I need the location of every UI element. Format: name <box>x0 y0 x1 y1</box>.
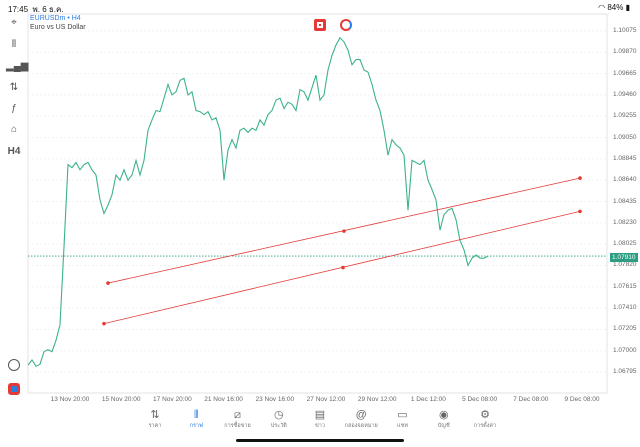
symbol-description: Euro vs US Dollar <box>30 24 86 31</box>
news-icon: ▤ <box>314 409 326 421</box>
crosshair-icon[interactable]: ⌖ <box>11 17 17 28</box>
indicators-icon[interactable]: ▂▄▆ <box>6 61 29 72</box>
y-tick-label: 1.08845 <box>613 154 637 162</box>
left-toolbar: ⌖ ⫴ ▂▄▆ ⇅ ƒ ⌂ H4 <box>0 14 28 394</box>
y-tick-label: 1.08640 <box>613 176 637 184</box>
chat-icon: ▭ <box>397 409 408 421</box>
nav-label: การตั้งค่า <box>473 423 497 429</box>
x-tick-label: 17 Nov 20:00 <box>153 396 192 403</box>
settings-icon: ⚙ <box>480 409 490 421</box>
nav-item-mailbox[interactable]: @ กล่องจดหมาย <box>341 408 381 430</box>
nav-item-trade[interactable]: ⧄ การซื้อขาย <box>218 408 258 430</box>
x-tick-label: 1 Dec 12:00 <box>410 396 446 403</box>
history-icon: ◷ <box>273 409 284 421</box>
price-line <box>27 36 489 368</box>
nav-item-chart[interactable]: ⫴ กราฟ <box>176 408 216 430</box>
nav-label: ข่าว <box>315 423 325 429</box>
nav-label: บัญชี <box>437 423 450 429</box>
trendline-anchor[interactable] <box>341 265 345 270</box>
trade-icon: ⧄ <box>234 409 241 421</box>
trade-panel-icon[interactable] <box>314 19 326 31</box>
y-tick-label: 1.09255 <box>613 112 637 120</box>
one-click-icon[interactable] <box>340 19 352 31</box>
status-right: ◠ 84% ▮ <box>598 3 630 12</box>
nav-item-history[interactable]: ◷ ประวัติ <box>259 408 299 430</box>
symbol-label[interactable]: EURUSDm • H4 <box>30 15 81 22</box>
y-tick-label: 1.08230 <box>613 218 637 226</box>
trendline-anchor[interactable] <box>342 229 346 233</box>
nav-label: ราคา <box>148 423 162 429</box>
trendline-anchor[interactable] <box>102 321 106 326</box>
y-tick-label: 1.09460 <box>613 90 637 98</box>
nav-item-settings[interactable]: ⚙ การตั้งค่า <box>465 408 505 430</box>
x-tick-label: 7 Dec 08:00 <box>513 396 549 403</box>
status-time: 17:45 <box>8 5 29 14</box>
account-icon: ◉ <box>438 409 449 421</box>
status-time-group: 17:45 พ. 6 ธ.ค. <box>8 3 64 16</box>
y-tick-label: 1.07000 <box>613 346 637 354</box>
quick-trade-icon[interactable] <box>8 359 20 371</box>
nav-label: กล่องจดหมาย <box>344 423 378 429</box>
price-chart[interactable] <box>0 0 640 410</box>
candles-icon[interactable]: ⫴ <box>11 39 17 50</box>
y-tick-label: 1.09050 <box>613 133 637 141</box>
home-indicator <box>236 439 404 442</box>
y-tick-label: 1.07205 <box>613 325 637 333</box>
nav-label: กราฟ <box>189 423 203 429</box>
chart-icon: ⫴ <box>193 409 199 421</box>
nav-label: ประวัติ <box>270 423 287 429</box>
broker-logo[interactable] <box>8 383 20 395</box>
x-tick-label: 13 Nov 20:00 <box>50 396 90 403</box>
trendline-anchor[interactable] <box>578 176 582 180</box>
current-price-label: 1.07910 <box>610 253 638 262</box>
y-tick-label: 1.08435 <box>613 197 637 205</box>
y-tick-label: 1.09665 <box>613 69 637 77</box>
nav-item-account[interactable]: ◉ บัญชี <box>424 408 464 430</box>
sliders-icon[interactable]: ⇅ <box>9 82 19 93</box>
chart-header: EURUSDm • H4 Euro vs US Dollar <box>30 15 86 31</box>
x-tick-label: 15 Nov 20:00 <box>101 396 141 403</box>
y-tick-label: 1.07615 <box>613 282 637 290</box>
status-date: พ. 6 ธ.ค. <box>32 5 64 14</box>
status-bar: 17:45 พ. 6 ธ.ค. ◠ 84% ▮ <box>0 0 640 14</box>
timeframe-button[interactable]: H4 <box>7 146 21 157</box>
x-tick-label: 29 Nov 12:00 <box>357 396 397 403</box>
y-tick-label: 1.07410 <box>613 304 637 312</box>
nav-label: การซื้อขาย <box>224 423 251 429</box>
y-tick-label: 1.08025 <box>613 240 637 248</box>
trendline-anchor[interactable] <box>106 281 110 285</box>
nav-label: แชท <box>397 423 408 429</box>
battery-level: 84% <box>607 3 624 12</box>
x-tick-label: 21 Nov 16:00 <box>204 396 243 403</box>
plot-frame <box>27 13 608 394</box>
mailbox-icon: @ <box>355 409 367 421</box>
y-tick-label: 1.07820 <box>613 261 637 269</box>
x-tick-label: 23 Nov 16:00 <box>255 396 295 403</box>
y-tick-label: 1.09870 <box>613 48 637 56</box>
x-tick-label: 9 Dec 08:00 <box>564 396 600 403</box>
shapes-icon[interactable]: ⌂ <box>10 124 18 135</box>
price-icon: ⇅ <box>150 409 160 421</box>
y-tick-label: 1.06795 <box>613 368 637 375</box>
nav-item-chat[interactable]: ▭ แชท <box>383 408 423 430</box>
nav-item-news[interactable]: ▤ ข่าว <box>300 408 340 430</box>
nav-item-price[interactable]: ⇅ ราคา <box>135 408 175 430</box>
trendline-anchor[interactable] <box>578 209 582 214</box>
x-tick-label: 5 Dec 08:00 <box>462 396 498 403</box>
function-icon[interactable]: ƒ <box>11 103 17 114</box>
y-tick-label: 1.10075 <box>613 27 637 34</box>
x-tick-label: 27 Nov 12:00 <box>306 396 346 403</box>
bottom-nav: ⇅ ราคา ⫴ กราฟ ⧄ การซื้อขาย ◷ ประวัติ ▤ ข่าว @ กล่อง… <box>135 408 505 430</box>
